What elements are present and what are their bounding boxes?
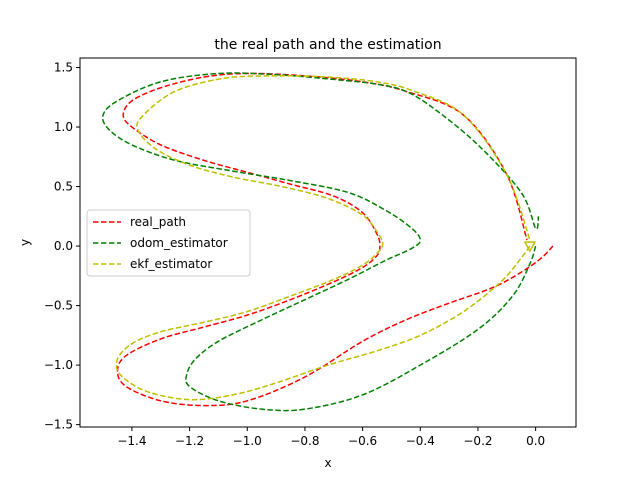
x-tick-label: −0.8 (290, 434, 319, 448)
y-tick-label: −1.5 (44, 418, 73, 432)
x-tick-label: −1.2 (175, 434, 204, 448)
legend-entry: ekf_estimator (130, 257, 212, 271)
legend-box (86, 209, 251, 277)
y-tick-label: −0.5 (44, 299, 73, 313)
legend-entry: odom_estimator (130, 236, 228, 250)
series-layer (101, 72, 554, 412)
y-tick-label: 0.5 (54, 180, 73, 194)
chart-title: the real path and the estimation (214, 37, 441, 53)
x-tick-label: 0.0 (526, 434, 545, 448)
y-tick-label: 1.0 (54, 120, 73, 134)
start-marker (523, 241, 537, 253)
x-tick-label: −1.4 (117, 434, 146, 448)
x-tick-label: −1.0 (233, 434, 262, 448)
legend: real_path odom_estimator ekf_estimator (86, 209, 251, 277)
x-tick-label: −0.6 (348, 434, 377, 448)
y-axis: −1.5 −1.0 −0.5 0.0 0.5 1.0 1.5 (44, 61, 80, 432)
x-tick-label: −0.2 (463, 434, 492, 448)
series-line-odom-estimator (101, 72, 540, 412)
x-tick-label: −0.4 (406, 434, 435, 448)
plot-area (101, 72, 554, 412)
y-tick-label: −1.0 (44, 358, 73, 372)
y-axis-label: y (18, 239, 32, 246)
y-tick-label: 0.0 (54, 239, 73, 253)
legend-entry: real_path (130, 215, 186, 229)
x-axis: −1.4 −1.2 −1.0 −0.8 −0.6 −0.4 −0.2 0.0 (117, 427, 545, 448)
series-line-ekf-estimator (115, 75, 531, 401)
plot-frame (79, 57, 577, 428)
x-axis-label: x (324, 456, 331, 470)
y-tick-label: 1.5 (54, 61, 73, 75)
